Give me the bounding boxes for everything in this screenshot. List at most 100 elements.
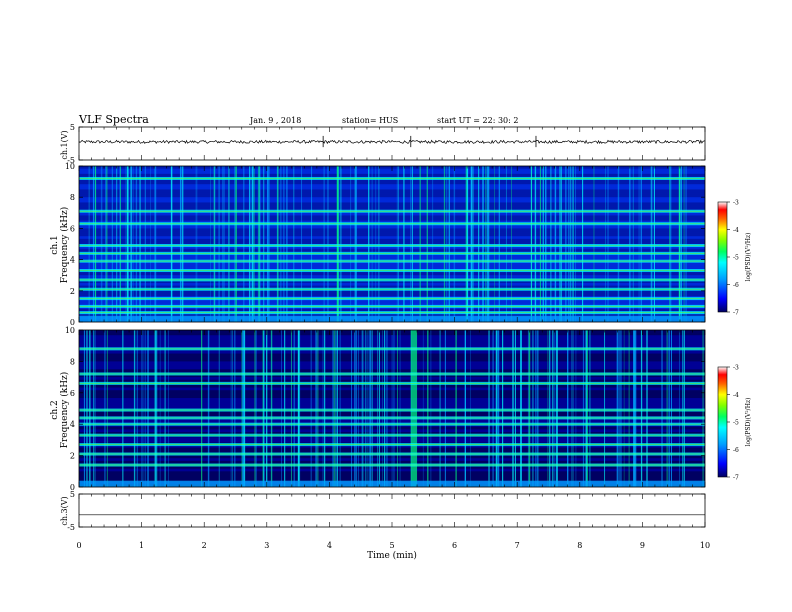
spectrogram-noise-row	[79, 374, 705, 378]
spectrogram-noise-row	[79, 356, 705, 359]
spectrogram-noise-row	[79, 353, 705, 357]
y-tick-label: 4	[70, 256, 75, 265]
spectrogram-noise-row	[79, 241, 705, 245]
colorbar-tick-label: -7	[733, 475, 739, 482]
y-tick-label: 5	[70, 123, 75, 132]
spectrogram-noise-row	[79, 473, 705, 477]
colorbar-ch2-gradient	[717, 366, 728, 478]
spectrogram-noise-row	[79, 437, 705, 441]
spectrogram-noise-row	[79, 231, 705, 234]
spectrogram-noise-row	[79, 387, 705, 391]
colorbar-tick-label: -5	[733, 255, 739, 262]
spectrogram-noise-row	[79, 471, 705, 475]
spectrogram-noise-row	[79, 267, 705, 271]
colorbar-ticks: -3 -4 -5 -6 -7 -3 -4 -5 -6 -7	[727, 200, 739, 482]
colorbar-tick-label: -6	[733, 447, 739, 454]
spectrogram-noise-row	[79, 369, 705, 373]
spectrogram-noise-row	[79, 309, 705, 312]
colorbar-tick-label: -5	[733, 420, 739, 427]
spectrogram-noise-row	[79, 238, 705, 242]
y-tick-label: 6	[70, 389, 75, 398]
spectrogram-noise-row	[79, 403, 705, 407]
spectrogram-noise-row	[79, 418, 705, 422]
spectrogram-noise-row	[79, 254, 705, 258]
spectrogram-noise-row	[79, 455, 705, 459]
spectrogram-noise-row	[79, 337, 705, 341]
spectrogram-noise-row	[79, 218, 705, 221]
y-tick-label: 4	[70, 420, 75, 429]
y-tick-label: 10	[65, 162, 75, 171]
y-tick-label: 2	[70, 287, 75, 296]
spectrogram-noise-row	[79, 405, 705, 409]
colorbar-tick-label: -4	[733, 227, 739, 234]
spectrogram-noise-row	[79, 301, 705, 304]
colorbar-tick-label: -7	[733, 310, 739, 317]
spectrogram-noise-row	[79, 189, 705, 193]
x-tick-label: 6	[452, 541, 457, 550]
spectrogram-noise-row	[79, 186, 705, 190]
spectrogram-noise-row	[79, 460, 705, 464]
x-tick-label: 10	[700, 541, 710, 550]
colorbar-ch1-label: log(PSD)(V²/Hz)	[745, 233, 752, 282]
y-tick-label: 8	[70, 357, 75, 366]
y-tick-label: 8	[70, 193, 75, 202]
spectrogram-noise-row	[79, 249, 705, 252]
spectrogram-noise-row	[79, 212, 705, 216]
spectrogram-noise-row	[79, 476, 705, 480]
spectrogram-noise-row	[79, 377, 705, 380]
y-tick-label: 2	[70, 452, 75, 461]
y-tick-label: -5	[67, 156, 75, 165]
spectrogram-noise-row	[79, 395, 705, 399]
ch2-spectrogram-ylabel-line1: ch.2	[50, 400, 60, 419]
spectrogram-noise-row	[79, 350, 705, 354]
colorbar-tick-label: -3	[733, 365, 739, 372]
station-label: station= HUS	[342, 116, 398, 125]
x-tick-label: 8	[577, 541, 582, 550]
y-tick-label: 0	[70, 318, 75, 327]
x-tick-label: 4	[327, 541, 332, 550]
chart-title: VLF Spectra	[78, 113, 149, 126]
x-tick-label: 0	[76, 541, 81, 550]
spectrogram-noise-row	[79, 366, 705, 370]
x-tick-label: 1	[139, 541, 144, 550]
spectrogram-noise-row	[79, 432, 705, 435]
spectrogram-noise-row	[79, 290, 705, 294]
spectrogram-noise-row	[79, 390, 705, 393]
spectrogram-noise-row	[79, 264, 705, 268]
date-label: Jan. 9 , 2018	[249, 116, 301, 125]
spectrogram-noise-row	[79, 236, 705, 239]
y-tick-label: -5	[67, 523, 75, 532]
spectrogram-noise-row	[79, 358, 705, 362]
y-tick-label: 5	[70, 490, 75, 499]
spectrogram-noise-row	[79, 314, 705, 317]
spectrogram-noise-row	[79, 413, 705, 417]
colorbar-tick-label: -4	[733, 392, 739, 399]
colorbar-tick-label: -3	[733, 200, 739, 207]
spectrogram-noise-row	[79, 181, 705, 185]
spectrogram-noise-row	[79, 207, 705, 211]
spectrogram-noise-row	[79, 343, 705, 346]
colorbar-ch1-gradient	[717, 201, 728, 313]
spectrogram-noise-row	[79, 458, 705, 462]
spectrogram-noise-row	[79, 293, 705, 297]
x-tick-label: 7	[515, 541, 520, 550]
spectrogram-noise-row	[79, 450, 705, 454]
y-tick-label: 10	[65, 326, 75, 335]
y-tick-label: 6	[70, 224, 75, 233]
spectrogram-noise-row	[79, 392, 705, 396]
ch1-spectrogram-ylabel-line1: ch.1	[50, 235, 60, 254]
x-tick-label: 3	[264, 541, 269, 550]
spectrogram-noise-row	[79, 285, 705, 289]
spectrogram-noise-row	[79, 400, 705, 404]
ch3-waveform-ylabel: ch.3(V)	[60, 496, 69, 525]
spectrogram-noise-row	[79, 272, 705, 276]
x-tick-label: 5	[389, 541, 394, 550]
spectrogram-noise-row	[79, 199, 705, 203]
y-tick-label: 0	[70, 483, 75, 492]
spectrogram-noise-row	[79, 257, 705, 260]
spectrogram-noise-row	[79, 228, 705, 232]
spectrogram-noise-row	[79, 361, 705, 365]
spectrogram-noise-row	[79, 225, 705, 229]
